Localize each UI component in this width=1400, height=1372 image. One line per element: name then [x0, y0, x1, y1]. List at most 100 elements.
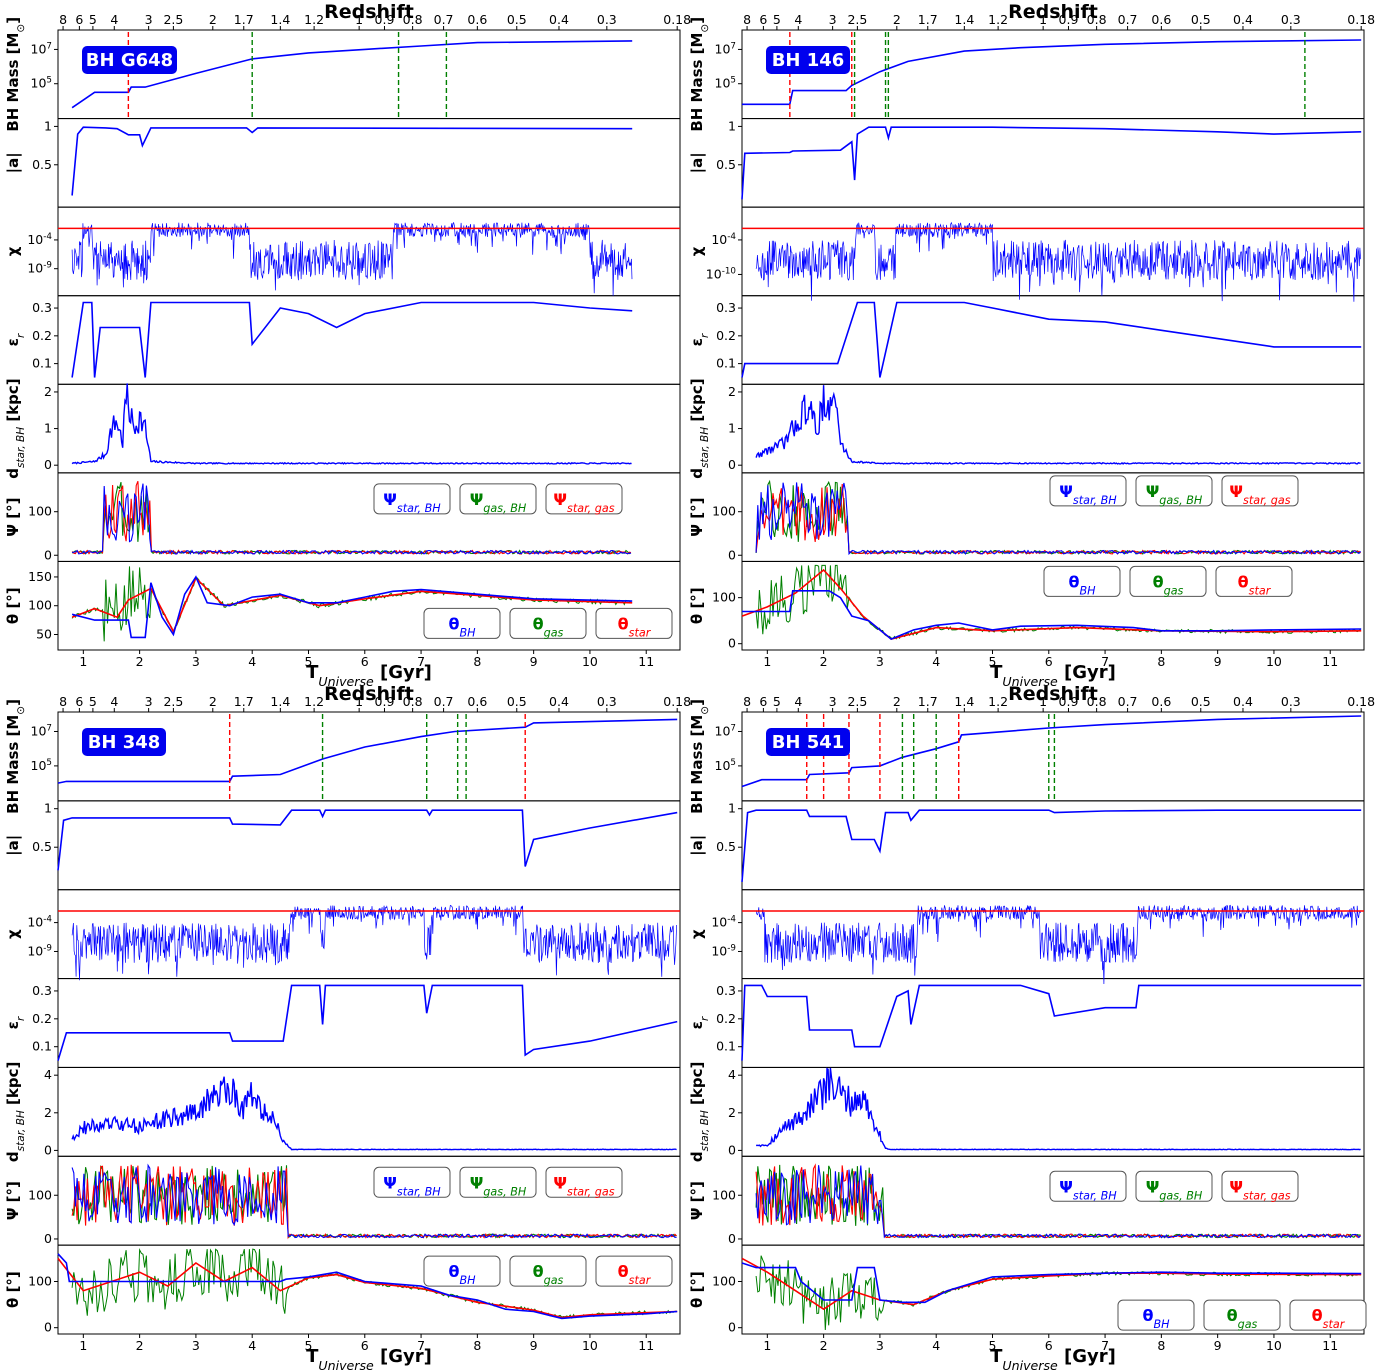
eps-y-tick-label: 0.1 — [32, 1039, 52, 1054]
chi-y-tick-label: 10-4 — [27, 915, 52, 930]
ylabel-text: χ — [4, 246, 22, 256]
legend-entry-theta: θstar — [1312, 1306, 1346, 1331]
ylabel-spin: |a| — [688, 152, 707, 173]
ylabel-theta: θ [°] — [4, 587, 22, 624]
psi-y-tick-label: 100 — [712, 1187, 736, 1202]
redshift-axis-title: Redshift — [324, 683, 414, 705]
redshift-axis-title: Redshift — [1008, 683, 1098, 705]
mass-curve — [57, 718, 678, 784]
redshift-tick-label: 0.5 — [1191, 694, 1211, 709]
mass-y-tick-label: 107 — [31, 41, 52, 56]
x-tick-label: 6 — [1045, 654, 1053, 669]
bh-badge-label: BH 348 — [88, 732, 161, 753]
redshift-tick-label: 6 — [75, 12, 83, 27]
redshift-tick-label: 0.6 — [467, 694, 487, 709]
x-tick-label: 5 — [305, 1338, 313, 1353]
ylabel-spin: |a| — [4, 835, 23, 856]
distance-y-tick-label: 0 — [728, 457, 736, 472]
theta-y-tick-label: 100 — [28, 598, 52, 613]
eps-y-tick-label: 0.2 — [32, 1011, 52, 1026]
eps-y-tick-label: 0.3 — [716, 300, 736, 315]
subplot-frame-spin — [57, 800, 681, 891]
redshift-tick-label: 2 — [209, 694, 217, 709]
redshift-tick-label: 0.3 — [1281, 12, 1301, 27]
mass-y-tick-label: 105 — [715, 76, 736, 91]
distance-y-tick-label: 2 — [44, 1105, 52, 1120]
legend-entry-theta: θBH — [448, 1262, 476, 1287]
redshift-axis-title: Redshift — [324, 1, 414, 23]
distance-y-tick-label: 4 — [44, 1067, 52, 1082]
x-tick-label: 8 — [473, 1338, 481, 1353]
subplot-frame-eps — [741, 295, 1365, 385]
distance-curve — [755, 385, 1361, 465]
mass-y-tick-label: 105 — [715, 758, 736, 773]
ylabel-text: Ψ [°] — [4, 1181, 22, 1220]
ylabel-theta: θ [°] — [688, 1271, 706, 1308]
subplot-frame-dist — [741, 383, 1365, 474]
eps-curve — [741, 984, 1362, 1061]
x-tick-label: 1 — [763, 1338, 771, 1353]
redshift-tick-label: 0.7 — [1118, 12, 1138, 27]
redshift-tick-label: 8 — [59, 694, 67, 709]
spin-y-tick-label: 0.5 — [716, 157, 736, 172]
ylabel-psi: Ψ [°] — [4, 498, 22, 537]
eps-y-tick-label: 0.3 — [716, 983, 736, 998]
ylabel-text: |a| — [4, 835, 23, 856]
ylabel-theta: θ [°] — [688, 587, 706, 624]
eps-curve — [741, 301, 1362, 378]
chi-y-tick-label: 10-4 — [711, 915, 736, 930]
x-tick-label: 11 — [638, 654, 654, 669]
theta-y-tick-label: 0 — [728, 1320, 736, 1335]
redshift-tick-label: 0.4 — [1233, 694, 1253, 709]
x-tick-label: 6 — [1045, 1338, 1053, 1353]
distance-y-tick-label: 2 — [728, 1105, 736, 1120]
ylabel-text: |a| — [688, 835, 707, 856]
legend-box-psi — [459, 483, 537, 515]
x-axis-title: TUniverse [Gyr] — [306, 662, 432, 689]
legend-box-psi — [1135, 475, 1213, 507]
theta-curve-bh — [742, 590, 1362, 641]
chi-y-tick-label: 10-4 — [27, 232, 52, 247]
redshift-tick-label: 0.8 — [1087, 12, 1107, 27]
x-tick-label: 5 — [305, 654, 313, 669]
subplot-frame-mass — [57, 711, 681, 802]
redshift-tick-label: 1.4 — [954, 12, 974, 27]
x-tick-label: 2 — [820, 1338, 828, 1353]
eps-y-tick-label: 0.2 — [32, 328, 52, 343]
eps-curve — [57, 984, 678, 1061]
ylabel-eps: εr — [4, 1016, 27, 1029]
distance-curve — [71, 1076, 677, 1151]
x-tick-label: 6 — [361, 1338, 369, 1353]
redshift-tick-label: 8 — [743, 12, 751, 27]
psi-y-tick-label: 0 — [44, 1231, 52, 1246]
ylabel-eps: εr — [688, 1016, 711, 1029]
redshift-tick-label: 0.4 — [549, 694, 569, 709]
redshift-tick-label: 1.7 — [234, 12, 254, 27]
redshift-tick-label: 1 — [1039, 694, 1047, 709]
bh-badge — [82, 728, 166, 756]
psi-y-tick-label: 100 — [28, 1187, 52, 1202]
redshift-tick-label: 5 — [773, 12, 781, 27]
subplot-frame-mass — [57, 29, 681, 120]
eps-y-tick-label: 0.1 — [716, 356, 736, 371]
psi-y-tick-label: 0 — [728, 1231, 736, 1246]
ylabel-text: BH Mass [M⊙] — [688, 17, 711, 132]
redshift-tick-label: 1.2 — [988, 12, 1008, 27]
x-tick-label: 11 — [1322, 1338, 1338, 1353]
spin-y-tick-label: 1 — [728, 801, 736, 816]
distance-y-tick-label: 0 — [44, 1142, 52, 1157]
x-tick-label: 9 — [1214, 654, 1222, 669]
legend-entry-theta: θgas — [1153, 572, 1184, 597]
x-tick-label: 7 — [1101, 1338, 1109, 1353]
x-tick-label: 5 — [989, 654, 997, 669]
psi-y-tick-label: 100 — [712, 504, 736, 519]
spin-y-tick-label: 1 — [44, 118, 52, 133]
eps-y-tick-label: 0.2 — [716, 1011, 736, 1026]
ylabel-psi: Ψ [°] — [688, 1181, 706, 1220]
x-tick-label: 2 — [136, 654, 144, 669]
redshift-tick-label: 0.9 — [375, 12, 395, 27]
legend-entry-psi: Ψstar, BH — [1059, 1177, 1117, 1202]
ylabel-text: dstar, BH [kpc] — [4, 378, 27, 478]
x-tick-label: 1 — [79, 654, 87, 669]
x-tick-label: 5 — [989, 1338, 997, 1353]
